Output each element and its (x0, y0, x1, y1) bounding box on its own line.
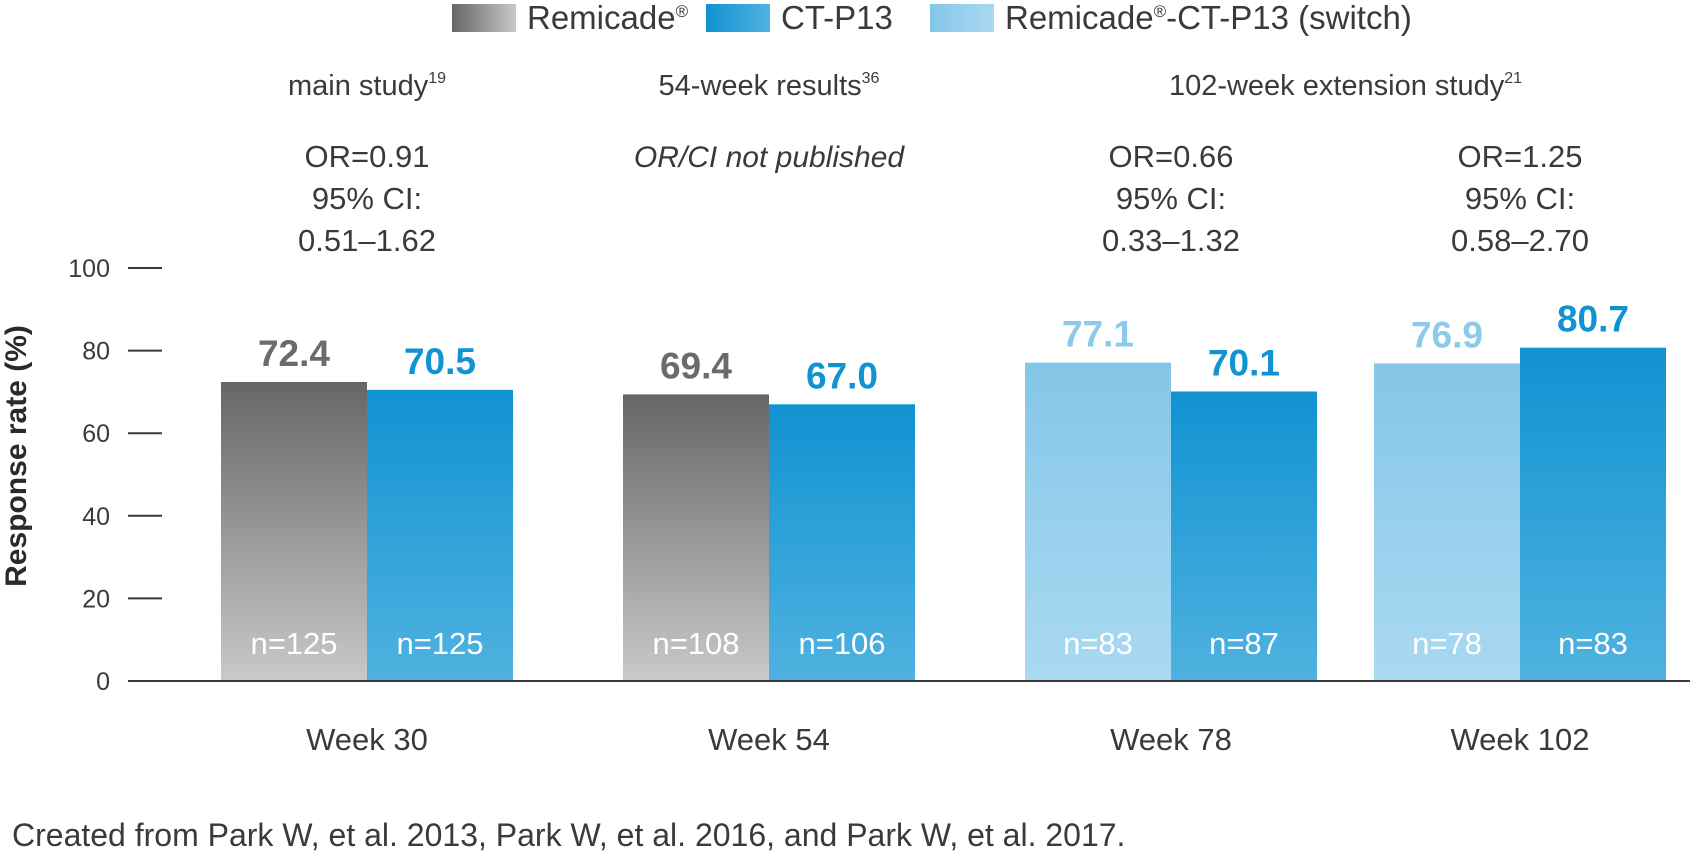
bar-ctp13 (1520, 347, 1666, 681)
bar-n-label: n=125 (250, 626, 337, 661)
study-label: main study19 (288, 70, 446, 102)
or-ci-line: 95% CI: (1465, 181, 1575, 216)
study-label: 102-week extension study21 (1169, 70, 1522, 102)
bar-value-label: 76.9 (1411, 314, 1483, 355)
bar-n-label: n=125 (396, 626, 483, 661)
legend: Remicade® CT-P13 Remicade®-CT-P13 (switch) (452, 0, 1412, 36)
or-ci-line: 95% CI: (312, 181, 422, 216)
y-tick-label: 0 (96, 668, 110, 696)
legend-swatch-remicade (452, 4, 516, 32)
source-footnote: Created from Park W, et al. 2013, Park W… (12, 817, 1125, 853)
bar-value-label: 80.7 (1557, 299, 1629, 340)
y-tick-label: 100 (68, 255, 110, 283)
x-axis: Week 30 Week 54 Week 78 Week 102 (128, 680, 1690, 757)
bar-n-label: n=78 (1412, 626, 1482, 661)
or-ci-line: 95% CI: (1116, 181, 1226, 216)
x-tick-label: Week 102 (1450, 722, 1589, 757)
bars: 72.4 n=125 70.5 n=125 69.4 n=108 67.0 n=106 77.1… (221, 299, 1666, 681)
or-ci-line: OR=0.91 (305, 139, 430, 174)
odds-ratio-labels: OR=0.91 95% CI: 0.51–1.62 OR/CI not publish… (298, 139, 1589, 258)
y-tick-label: 60 (82, 420, 110, 448)
bar-value-label: 67.0 (806, 355, 878, 396)
legend-label-ctp13: CT-P13 (781, 0, 893, 36)
bar-ctp13 (769, 404, 915, 681)
bar-value-label: 77.1 (1062, 314, 1134, 355)
legend-swatch-ctp13 (706, 4, 770, 32)
y-tick-label: 80 (82, 338, 110, 366)
y-axis: 0 20 40 60 80 100 (68, 255, 162, 696)
or-ci-line: OR=0.66 (1109, 139, 1234, 174)
legend-label-switch: Remicade®-CT-P13 (switch) (1005, 0, 1412, 36)
bar-remicade (221, 381, 367, 681)
bar-switch (1374, 363, 1520, 681)
legend-label-remicade: Remicade® (527, 0, 689, 36)
bar-switch (1025, 362, 1171, 681)
bar-n-label: n=83 (1558, 626, 1628, 661)
bar-value-label: 69.4 (660, 345, 732, 386)
bar-ctp13 (367, 389, 513, 681)
x-tick-label: Week 54 (708, 722, 830, 757)
study-labels: main study19 54-week results36 102-week ex… (288, 70, 1522, 102)
x-tick-label: Week 78 (1110, 722, 1232, 757)
or-ci-not-published-label: OR/CI not published (634, 141, 905, 174)
bar-n-label: n=108 (652, 626, 739, 661)
or-ci-line: 0.51–1.62 (298, 223, 436, 258)
legend-swatch-switch (930, 4, 994, 32)
bar-n-label: n=83 (1063, 626, 1133, 661)
or-ci-line: 0.33–1.32 (1102, 223, 1240, 258)
bar-remicade (623, 394, 769, 681)
bar-value-label: 70.5 (404, 341, 476, 382)
bar-n-label: n=106 (798, 626, 885, 661)
bar-ctp13 (1171, 391, 1317, 681)
x-tick-label: Week 30 (306, 722, 428, 757)
study-label: 54-week results36 (659, 70, 880, 102)
or-ci-line: 0.58–2.70 (1451, 223, 1589, 258)
y-axis-label: Response rate (%) (0, 325, 33, 587)
bar-value-label: 72.4 (258, 333, 330, 374)
y-tick-label: 20 (82, 585, 110, 613)
bar-value-label: 70.1 (1208, 342, 1280, 383)
or-ci-line: OR=1.25 (1458, 139, 1583, 174)
bar-n-label: n=87 (1209, 626, 1279, 661)
y-tick-label: 40 (82, 503, 110, 531)
